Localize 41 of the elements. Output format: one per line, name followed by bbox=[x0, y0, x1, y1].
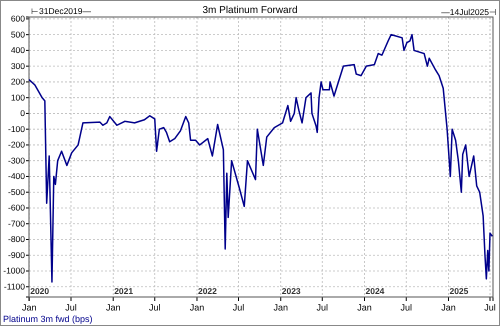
x-tick-label: Jan bbox=[441, 302, 456, 312]
y-tick-label: 0 bbox=[20, 108, 26, 118]
y-tick-label: -600 bbox=[8, 202, 26, 213]
x-tick-label: Jan bbox=[22, 302, 36, 312]
y-tick-label: 100 bbox=[10, 92, 26, 102]
x-tick-label: Jul bbox=[484, 302, 496, 312]
line-series bbox=[28, 34, 494, 283]
x-tick-label: Jul bbox=[65, 302, 77, 312]
annotation: 2020 bbox=[30, 286, 50, 296]
annotation: 2024 bbox=[365, 286, 385, 296]
y-tick-label: -1000 bbox=[3, 266, 26, 276]
y-tick-label: -800 bbox=[8, 234, 26, 244]
y-tick-label: 400 bbox=[10, 45, 26, 56]
x-tick-label: Jan bbox=[357, 302, 372, 312]
y-tick-label: -300 bbox=[8, 155, 26, 166]
text: —14Jul2025⊣ bbox=[441, 7, 497, 17]
y-tick-label: -1100 bbox=[4, 281, 26, 292]
y-tick-label: -400 bbox=[8, 171, 26, 182]
y-tick-label: -100 bbox=[8, 124, 26, 134]
chart-title: 3m Platinum Forward bbox=[202, 5, 298, 16]
y-tick-label: -700 bbox=[8, 218, 26, 228]
x-tick-label: Jul bbox=[232, 302, 244, 312]
x-tick-label: Jul bbox=[400, 302, 412, 312]
x-tick-label: Jan bbox=[273, 302, 288, 312]
y-tick-label: -900 bbox=[8, 250, 26, 260]
x-tick-label: Jul bbox=[148, 302, 161, 312]
x-tick-label: Jan bbox=[190, 302, 204, 312]
y-tick-label: 300 bbox=[10, 60, 26, 71]
y-tick-label: 600 bbox=[10, 14, 26, 24]
y-tick-label: 500 bbox=[10, 29, 26, 40]
annotation: 2023 bbox=[282, 286, 301, 296]
text: ⊢31Dec2019— bbox=[31, 6, 92, 16]
y-tick-label: 200 bbox=[10, 76, 26, 87]
annotation: 2025 bbox=[449, 286, 469, 296]
x-tick-label: Jul bbox=[316, 302, 328, 312]
annotation: 2022 bbox=[198, 286, 218, 296]
x-tick-label: Jan bbox=[106, 302, 120, 312]
y-tick-label: -200 bbox=[8, 140, 26, 150]
text: Platinum 3m fwd (bps) bbox=[3, 314, 93, 324]
annotation: 2021 bbox=[114, 286, 134, 296]
y-tick-label: -500 bbox=[8, 186, 26, 197]
